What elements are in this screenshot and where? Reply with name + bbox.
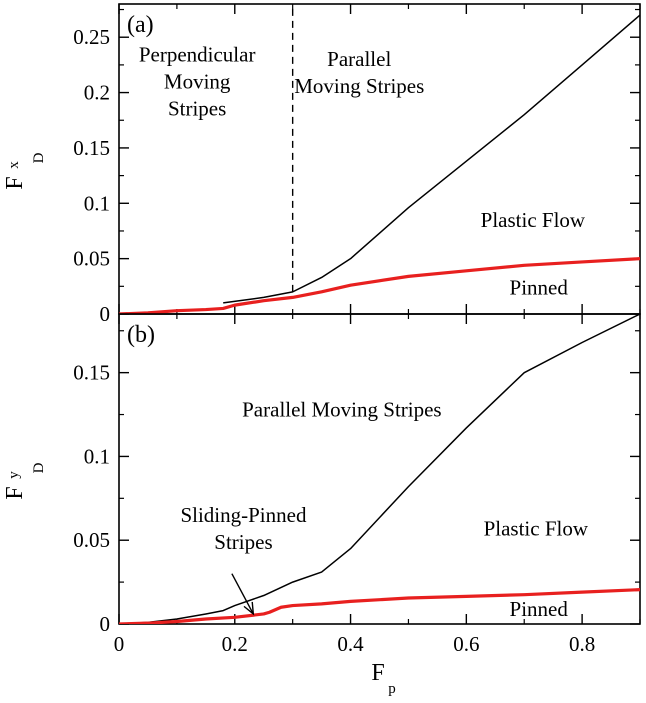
y-axis-title-sup: y <box>6 471 22 479</box>
region-label-sliding: Stripes <box>214 530 272 554</box>
y-tick-label: 0.1 <box>84 444 110 468</box>
x-tick-label: 0 <box>114 632 125 656</box>
region-label-pinned: Pinned <box>510 275 569 299</box>
region-label-pinned: Pinned <box>510 597 569 621</box>
y-tick-label: 0.15 <box>73 136 110 160</box>
y-axis-title-sub: D <box>31 462 47 473</box>
pinned-boundary-red-line <box>119 588 640 624</box>
region-label-plastic: Plastic Flow <box>484 516 589 540</box>
y-tick-label: 0.25 <box>73 25 110 49</box>
y-tick-label: 0.2 <box>84 81 110 105</box>
y-tick-label: 0 <box>100 612 111 636</box>
panel-a: 0 0.05 0.1 0.15 0.2 0.25 Perpendicular Moving St… <box>2 3 641 326</box>
flow-boundary-black-line <box>223 14 640 304</box>
y-axis-title-main: F <box>2 486 28 499</box>
y-tick-label: 0.15 <box>73 361 110 385</box>
region-label-perp: Stripes <box>168 97 226 121</box>
y-tick-label: 0.05 <box>73 247 110 271</box>
x-axis-title-main: F <box>371 660 384 686</box>
x-tick-label: 0.6 <box>453 632 479 656</box>
region-label-perp: Perpendicular <box>139 43 256 67</box>
region-label-sliding: Sliding-Pinned <box>180 503 307 527</box>
plot-frame <box>118 313 641 625</box>
y-tick-label: 0.05 <box>73 528 110 552</box>
panel-label: (a) <box>127 12 154 38</box>
flow-boundary-black-line <box>119 314 640 624</box>
region-label-perp: Moving <box>164 70 231 94</box>
region-label-parallel: Parallel Moving Stripes <box>242 398 441 422</box>
x-axis-title-sub: p <box>388 681 396 697</box>
y-axis-title-sup: x <box>6 161 22 169</box>
x-tick-label: 0.4 <box>337 632 364 656</box>
y-tick-label: 0 <box>100 302 111 326</box>
region-label-parallel: Parallel <box>327 47 391 71</box>
annotation-arrow-head <box>243 601 255 616</box>
pinned-boundary-red-line <box>119 257 640 314</box>
region-label-parallel: Moving Stripes <box>294 74 424 98</box>
annotation-arrow-line <box>231 573 254 615</box>
y-axis-title: Fy D <box>2 462 47 499</box>
panel-label: (b) <box>127 322 155 348</box>
panel-b: 0 0.2 0.4 0.6 0.8 0 0.05 0.1 0.15 Parallel Moving… <box>2 313 641 656</box>
y-axis-title-sub: D <box>31 152 47 163</box>
x-tick-label: 0.8 <box>569 632 595 656</box>
x-tick-label: 0.2 <box>222 632 248 656</box>
x-axis-title: Fp <box>371 660 395 697</box>
y-axis-title-main: F <box>2 176 28 189</box>
y-axis-title: Fx D <box>2 152 47 189</box>
region-label-plastic: Plastic Flow <box>481 208 586 232</box>
y-tick-label: 0.1 <box>84 191 110 215</box>
